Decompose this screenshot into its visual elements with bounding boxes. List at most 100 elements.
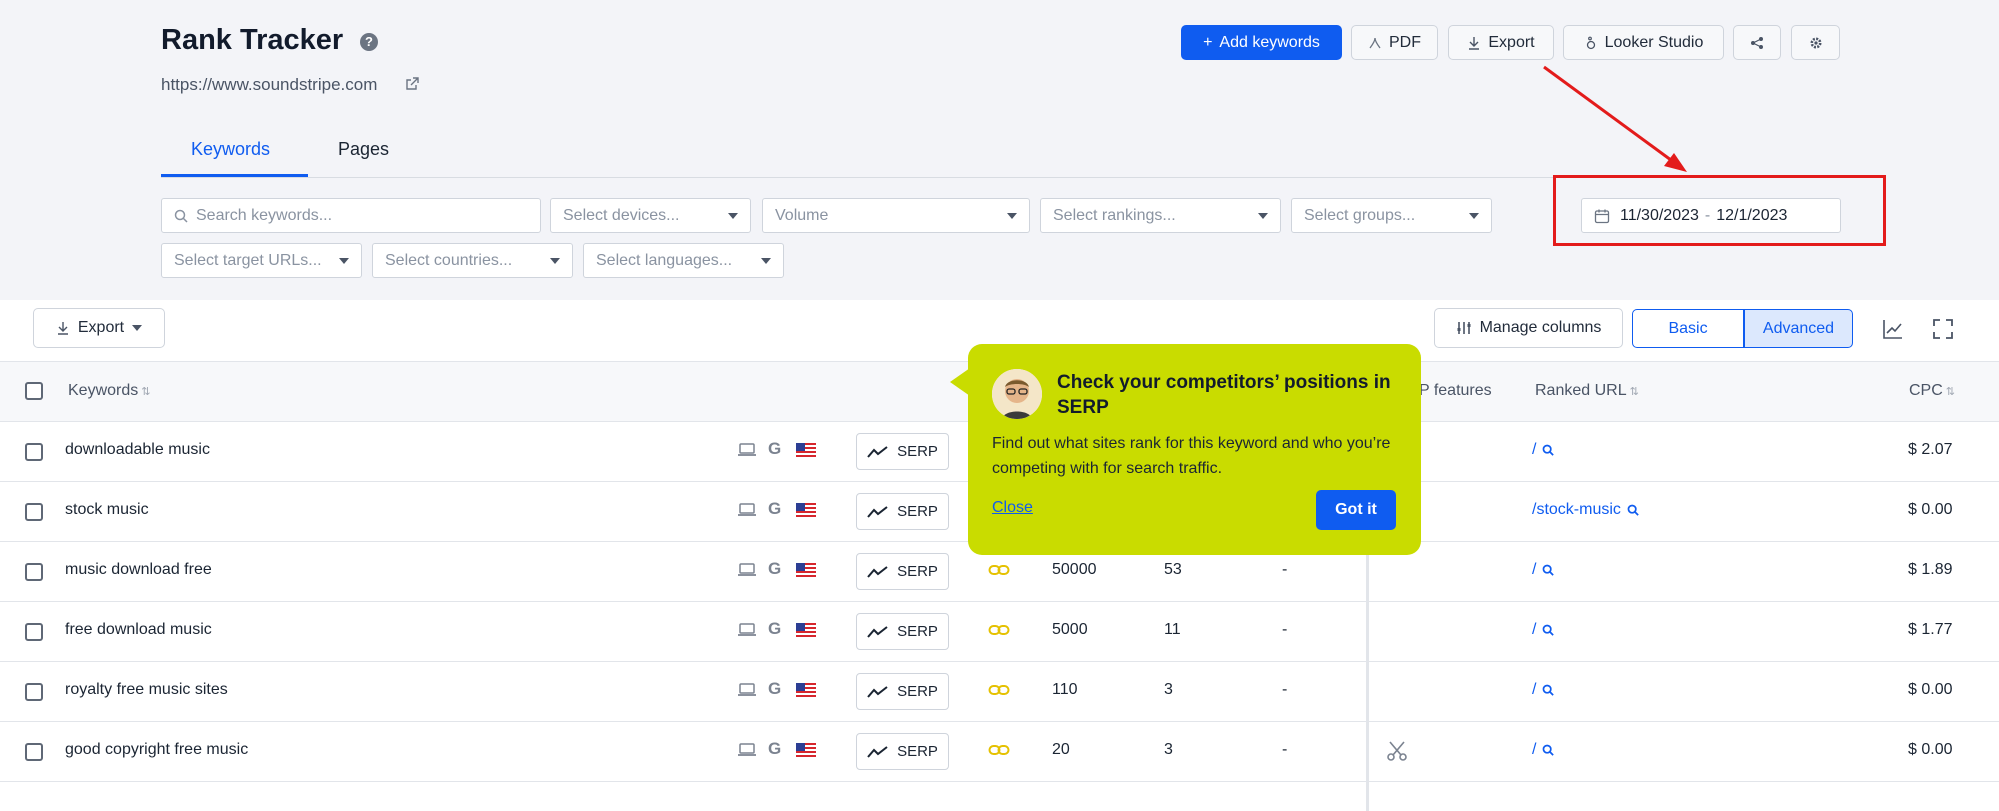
search-input[interactable]: Search keywords... [161, 198, 541, 233]
row-checkbox[interactable] [25, 683, 43, 701]
select-all-checkbox[interactable] [25, 382, 43, 400]
got-it-button[interactable]: Got it [1316, 490, 1396, 530]
keyword-cell[interactable]: good copyright free music [65, 741, 249, 758]
groups-select-label: Select groups... [1304, 206, 1416, 224]
ranked-url-link[interactable]: / [1532, 441, 1555, 459]
countries-select[interactable]: Select countries... [372, 243, 573, 278]
ranked-url-link[interactable]: / [1532, 561, 1555, 579]
ranked-url-text: / [1532, 681, 1537, 698]
rankings-select-label: Select rankings... [1053, 206, 1176, 224]
groups-select[interactable]: Select groups... [1291, 198, 1492, 233]
link-icon[interactable] [988, 623, 1010, 637]
advanced-view-toggle[interactable]: Advanced [1744, 309, 1853, 348]
column-header-cpc[interactable]: CPC ⇅ [1909, 382, 1955, 400]
popover-body: Find out what sites rank for this keywor… [992, 435, 1391, 477]
ranked-url-link[interactable]: / [1532, 741, 1555, 759]
export-table-button[interactable]: Export [33, 308, 165, 348]
serp-button[interactable]: SERP [856, 493, 949, 530]
pdf-button[interactable]: PDF [1351, 25, 1438, 60]
column-header-serp-features[interactable]: P features [1419, 382, 1492, 399]
serp-button[interactable]: SERP [856, 553, 949, 590]
row-checkbox[interactable] [25, 563, 43, 581]
column-header-keywords-label: Keywords [68, 382, 139, 399]
basic-view-toggle[interactable]: Basic [1632, 309, 1744, 348]
tab-pages[interactable]: Pages [338, 139, 390, 159]
devices-select[interactable]: Select devices... [550, 198, 751, 233]
rankings-select[interactable]: Select rankings... [1040, 198, 1281, 233]
download-icon [1469, 36, 1480, 50]
keyword-cell[interactable]: music download free [65, 561, 212, 578]
volume-select[interactable]: Volume [762, 198, 1030, 233]
search-icon[interactable] [1542, 744, 1555, 756]
site-url[interactable]: https://www.soundstripe.com [161, 75, 378, 94]
chart-icon[interactable] [1882, 318, 1904, 340]
row-checkbox[interactable] [25, 443, 43, 461]
languages-select-label: Select languages... [596, 251, 733, 269]
serp-button[interactable]: SERP [856, 433, 949, 470]
share-button[interactable] [1733, 25, 1781, 60]
gear-icon [1810, 37, 1821, 48]
link-icon[interactable] [988, 563, 1010, 577]
ranked-url-link[interactable]: /stock-music [1532, 501, 1639, 519]
link-icon[interactable] [988, 743, 1010, 757]
volume-cell: 50000 [1052, 561, 1097, 578]
external-link-icon[interactable] [404, 76, 420, 92]
settings-button[interactable] [1791, 25, 1840, 60]
link-icon[interactable] [988, 683, 1010, 697]
search-icon[interactable] [1627, 504, 1639, 516]
looker-label: Looker Studio [1604, 33, 1704, 51]
volume-select-label: Volume [775, 206, 829, 224]
scissors-icon [1387, 741, 1407, 761]
search-icon [174, 209, 188, 223]
chevron-down-icon [550, 258, 560, 264]
fullscreen-icon[interactable] [1932, 318, 1954, 340]
popover-close-link[interactable]: Close [992, 499, 1033, 516]
help-icon[interactable]: ? [360, 33, 378, 51]
search-icon[interactable] [1542, 624, 1555, 636]
active-tab-indicator [161, 174, 308, 177]
cpc-cell: $ 2.07 [1908, 441, 1953, 458]
serp-tip-popover: Check your competitors’ positions in SER… [968, 344, 1421, 555]
download-icon [57, 322, 68, 335]
languages-select[interactable]: Select languages... [583, 243, 784, 278]
search-icon[interactable] [1542, 684, 1555, 696]
tab-keywords[interactable]: Keywords [191, 139, 271, 159]
google-icon: G [768, 619, 782, 638]
export-top-label: Export [1488, 33, 1535, 51]
google-icon: G [768, 679, 782, 698]
row-checkbox[interactable] [25, 623, 43, 641]
search-icon[interactable] [1542, 564, 1555, 576]
cpc-cell: $ 0.00 [1908, 741, 1953, 758]
keyword-cell[interactable]: royalty free music sites [65, 681, 228, 698]
trend-icon [867, 565, 888, 578]
keyword-cell[interactable]: downloadable music [65, 441, 210, 458]
change-cell: - [1282, 621, 1288, 638]
add-keywords-button[interactable]: + Add keywords [1181, 25, 1342, 60]
search-icon[interactable] [1542, 444, 1555, 456]
search-placeholder: Search keywords... [196, 206, 333, 224]
keyword-cell[interactable]: stock music [65, 501, 149, 518]
serp-button[interactable]: SERP [856, 613, 949, 650]
date-range-picker[interactable]: 11/30/2023 - 12/1/2023 [1581, 198, 1841, 233]
keyword-cell[interactable]: free download music [65, 621, 212, 638]
share-icon [1751, 36, 1763, 49]
sort-icon: ⇅ [141, 386, 151, 398]
serp-button[interactable]: SERP [856, 733, 949, 770]
manage-columns-label: Manage columns [1479, 319, 1602, 336]
column-header-ranked-url[interactable]: Ranked URL ⇅ [1535, 382, 1639, 400]
row-checkbox[interactable] [25, 503, 43, 521]
ranked-url-link[interactable]: / [1532, 681, 1555, 699]
target-urls-select[interactable]: Select target URLs... [161, 243, 362, 278]
column-header-keywords[interactable]: Keywords ⇅ [68, 382, 150, 400]
sort-icon: ⇅ [1629, 386, 1639, 398]
google-icon: G [768, 739, 782, 758]
export-top-button[interactable]: Export [1448, 25, 1554, 60]
row-checkbox[interactable] [25, 743, 43, 761]
desktop-icon [738, 683, 756, 696]
serp-button[interactable]: SERP [856, 673, 949, 710]
ranked-url-link[interactable]: / [1532, 621, 1555, 639]
manage-columns-button[interactable]: Manage columns [1434, 308, 1623, 348]
looker-studio-button[interactable]: Looker Studio [1563, 25, 1724, 60]
chevron-down-icon [1258, 213, 1268, 219]
trend-icon [867, 685, 888, 698]
